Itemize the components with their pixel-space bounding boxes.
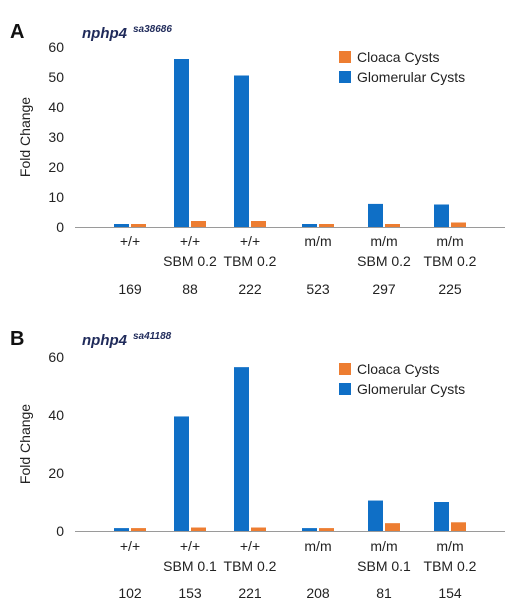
bar-cloaca-cysts: [131, 528, 146, 531]
y-axis-label: Fold Change: [17, 404, 33, 484]
sample-count-label: 208: [306, 585, 330, 601]
legend-entry: Cloaca Cysts: [357, 361, 439, 377]
sample-count-label: 523: [306, 281, 330, 297]
y-tick-label: 40: [48, 407, 64, 423]
x-category-label: +/+: [240, 233, 260, 249]
sample-count-label: 222: [238, 281, 262, 297]
bar-cloaca-cysts: [191, 221, 206, 227]
allele-superscript: sa41188: [133, 331, 172, 342]
x-category-label: SBM 0.1: [163, 558, 217, 574]
bar-glomerular-cysts: [114, 528, 129, 531]
bar-cloaca-cysts: [385, 224, 400, 227]
x-category-label: +/+: [120, 233, 140, 249]
legend-swatch: [339, 363, 351, 375]
bar-glomerular-cysts: [368, 500, 383, 531]
x-category-label: SBM 0.1: [357, 558, 411, 574]
gene-title: nphp4: [82, 25, 128, 42]
sample-count-label: 102: [118, 585, 142, 601]
sample-count-label: 154: [438, 585, 462, 601]
x-category-label: m/m: [370, 233, 397, 249]
sample-count-label: 297: [372, 281, 396, 297]
panel-letter: A: [10, 21, 24, 43]
gene-title: nphp4: [82, 332, 128, 349]
bar-glomerular-cysts: [434, 502, 449, 531]
y-tick-label: 10: [48, 189, 64, 205]
x-category-label: SBM 0.2: [357, 253, 411, 269]
allele-superscript: sa38686: [133, 24, 172, 35]
sample-count-label: 88: [182, 281, 198, 297]
bar-cloaca-cysts: [385, 523, 400, 531]
y-tick-label: 20: [48, 465, 64, 481]
bar-glomerular-cysts: [234, 75, 249, 227]
bar-glomerular-cysts: [434, 204, 449, 227]
y-tick-label: 30: [48, 129, 64, 145]
x-category-label: m/m: [304, 538, 331, 554]
y-tick-label: 0: [56, 219, 64, 235]
bar-glomerular-cysts: [302, 528, 317, 531]
y-tick-label: 20: [48, 159, 64, 175]
y-tick-label: 60: [48, 349, 64, 365]
x-category-label: TBM 0.2: [424, 253, 477, 269]
bar-cloaca-cysts: [191, 527, 206, 531]
sample-count-label: 225: [438, 281, 462, 297]
y-axis-label: Fold Change: [17, 97, 33, 177]
x-category-label: TBM 0.2: [424, 558, 477, 574]
sample-count-label: 169: [118, 281, 142, 297]
legend-entry: Cloaca Cysts: [357, 49, 439, 65]
x-category-label: +/+: [180, 233, 200, 249]
panel-letter: B: [10, 328, 24, 350]
x-category-label: +/+: [120, 538, 140, 554]
sample-count-label: 153: [178, 585, 202, 601]
bar-glomerular-cysts: [302, 224, 317, 227]
bar-glomerular-cysts: [368, 203, 383, 227]
x-category-label: TBM 0.2: [224, 253, 277, 269]
x-category-label: SBM 0.2: [163, 253, 217, 269]
y-tick-label: 40: [48, 99, 64, 115]
bar-glomerular-cysts: [114, 224, 129, 227]
x-category-label: m/m: [436, 538, 463, 554]
x-category-label: m/m: [370, 538, 397, 554]
y-tick-label: 60: [48, 39, 64, 55]
legend-entry: Glomerular Cysts: [357, 69, 465, 85]
legend-swatch: [339, 383, 351, 395]
y-tick-label: 0: [56, 523, 64, 539]
x-category-label: +/+: [180, 538, 200, 554]
bar-glomerular-cysts: [174, 59, 189, 227]
legend-swatch: [339, 71, 351, 83]
y-tick-label: 50: [48, 69, 64, 85]
bar-cloaca-cysts: [451, 222, 466, 227]
bar-cloaca-cysts: [319, 528, 334, 531]
bar-glomerular-cysts: [234, 367, 249, 531]
bar-cloaca-cysts: [131, 224, 146, 227]
x-category-label: +/+: [240, 538, 260, 554]
bar-cloaca-cysts: [451, 522, 466, 531]
bar-cloaca-cysts: [251, 527, 266, 531]
bar-cloaca-cysts: [251, 221, 266, 227]
bar-cloaca-cysts: [319, 224, 334, 227]
x-category-label: m/m: [304, 233, 331, 249]
sample-count-label: 81: [376, 585, 392, 601]
x-category-label: TBM 0.2: [224, 558, 277, 574]
sample-count-label: 221: [238, 585, 262, 601]
x-category-label: m/m: [436, 233, 463, 249]
legend-swatch: [339, 51, 351, 63]
bar-glomerular-cysts: [174, 416, 189, 531]
legend-entry: Glomerular Cysts: [357, 381, 465, 397]
